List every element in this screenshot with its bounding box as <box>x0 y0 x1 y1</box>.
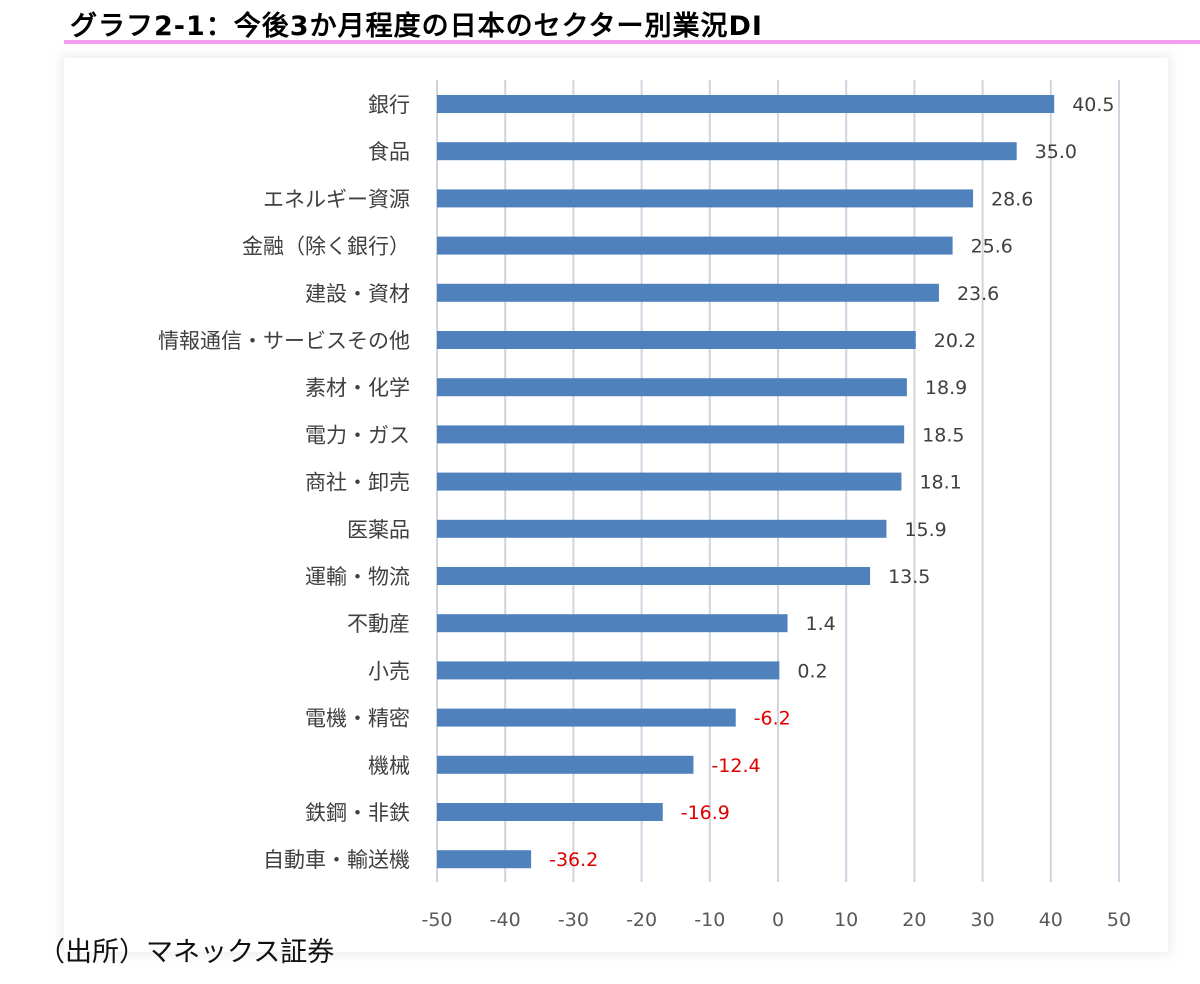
category-label: 小売 <box>368 659 410 683</box>
bar <box>437 614 788 633</box>
bar <box>437 708 736 727</box>
data-label: -6.2 <box>754 708 791 730</box>
bar <box>437 755 694 774</box>
bar <box>437 142 1017 161</box>
data-label: 1.4 <box>806 613 836 635</box>
data-label: 13.5 <box>888 566 930 588</box>
bar <box>437 95 1055 113</box>
bar <box>437 472 902 491</box>
bar <box>437 567 871 585</box>
data-label: 18.9 <box>925 377 967 399</box>
data-label: 20.2 <box>934 330 976 352</box>
x-tick-label: 0 <box>772 909 784 931</box>
category-label: 情報通信・サービスその他 <box>158 329 410 353</box>
bar <box>437 425 905 444</box>
category-label: 金融（除く銀行） <box>242 235 410 259</box>
chart-title: グラフ2-1：今後3か月程度の日本のセクター別業況DI <box>70 11 763 42</box>
category-label: 自動車・輸送機 <box>263 848 410 872</box>
data-label: 18.5 <box>922 424 964 446</box>
x-tick-label: -30 <box>558 909 589 931</box>
bar <box>437 283 939 302</box>
category-label: 素材・化学 <box>305 376 410 400</box>
bar <box>437 236 953 255</box>
category-label: 電力・ガス <box>305 423 410 447</box>
category-label: 商社・卸売 <box>305 471 410 495</box>
data-label: -16.9 <box>681 802 730 824</box>
category-label: 建設・資材 <box>305 282 410 306</box>
x-tick-label: 20 <box>902 909 926 931</box>
x-tick-label: -10 <box>694 909 725 931</box>
category-label: エネルギー資源 <box>263 187 410 211</box>
category-label: 鉄鋼・非鉄 <box>305 801 410 825</box>
data-label: 40.5 <box>1072 94 1114 116</box>
bar <box>437 331 916 349</box>
bar <box>437 850 532 869</box>
data-label: -36.2 <box>549 849 598 871</box>
category-label: 銀行 <box>368 93 410 117</box>
x-tick-label: -40 <box>490 909 521 931</box>
data-label: 0.2 <box>797 660 827 682</box>
bar <box>437 189 974 208</box>
bar <box>437 803 663 821</box>
title-underline <box>64 40 1200 44</box>
x-tick-label: -50 <box>421 909 452 931</box>
data-label: 25.6 <box>971 236 1013 258</box>
x-tick-label: 10 <box>834 909 858 931</box>
bar <box>437 378 907 397</box>
x-tick-label: 50 <box>1107 909 1131 931</box>
category-label: 運輸・物流 <box>305 565 410 589</box>
source-note: （出所）マネックス証券 <box>38 937 335 968</box>
bar <box>437 519 887 538</box>
category-label: 電機・精密 <box>305 707 410 731</box>
x-tick-label: 40 <box>1039 909 1063 931</box>
data-label: 35.0 <box>1035 141 1077 163</box>
data-label: 28.6 <box>991 188 1033 210</box>
bar <box>437 661 780 680</box>
data-label: 15.9 <box>904 519 946 541</box>
category-label: 不動産 <box>347 612 410 636</box>
data-label: 23.6 <box>957 283 999 305</box>
x-tick-label: 30 <box>971 909 995 931</box>
data-label: -12.4 <box>711 755 760 777</box>
category-label: 機械 <box>368 754 410 778</box>
x-tick-label: -20 <box>626 909 657 931</box>
category-label: 食品 <box>368 140 410 164</box>
data-label: 18.1 <box>919 472 961 494</box>
category-label: 医薬品 <box>347 518 410 542</box>
